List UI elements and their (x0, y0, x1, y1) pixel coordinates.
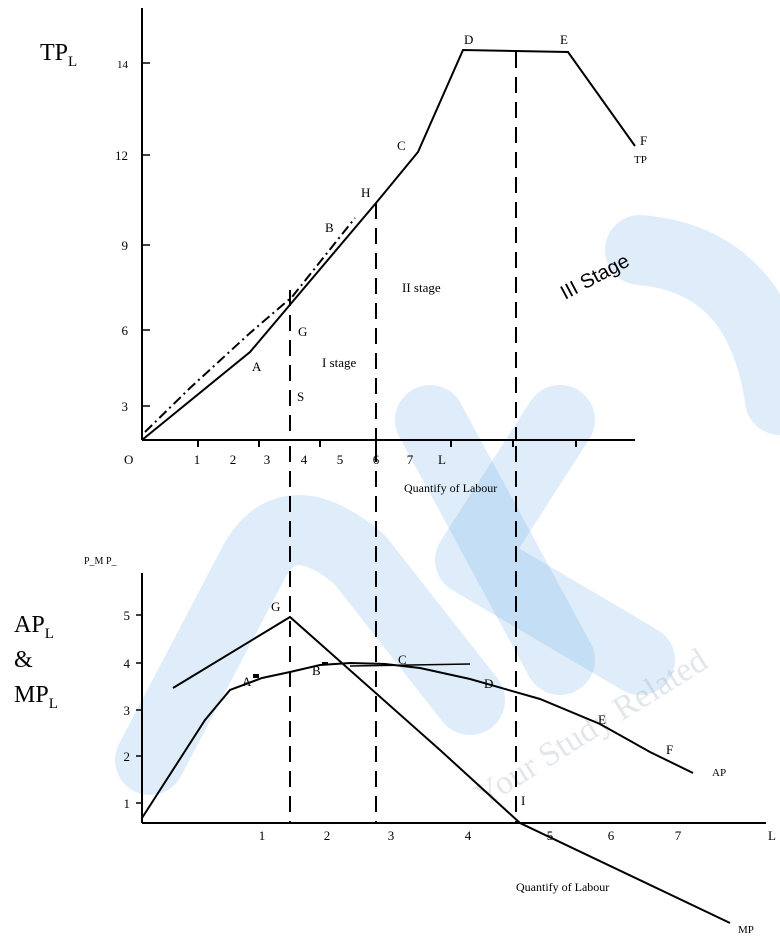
tp-label-f: F (640, 133, 647, 148)
tp-curve (141, 48, 636, 441)
apmp-chart: APL & MPL P_M P_ 1 2 3 4 5 1 2 3 4 (14, 446, 776, 936)
tp-x-tick-labels: 1 2 3 4 5 6 7 (194, 452, 414, 467)
apmp-label-e: E (598, 712, 606, 727)
apmp-y-tick-labels: 1 2 3 4 5 (124, 608, 131, 811)
tp-x-tick-5: 5 (337, 452, 344, 467)
apmp-label-a: A (242, 674, 252, 689)
apmp-x-tick-5: 5 (547, 828, 554, 843)
tp-x-tick-4: 4 (301, 452, 308, 467)
apmp-x-tick-6: 6 (608, 828, 615, 843)
apmp-x-title: Quantify of Labour (516, 880, 609, 894)
apmp-label-f: F (666, 742, 673, 757)
watermark: Your Study Related (115, 215, 780, 814)
apmp-label-d: D (484, 676, 493, 691)
apmp-x-tick-labels: 1 2 3 4 5 6 7 (259, 828, 682, 843)
tp-y-ticks (142, 62, 150, 407)
tp-x-end-label: L (438, 452, 446, 467)
apmp-x-tick-1: 1 (259, 828, 266, 843)
tp-y-tick-9: 9 (122, 238, 129, 253)
tp-label-d: D (464, 32, 473, 47)
apmp-y-tick-4: 4 (124, 656, 131, 671)
apmp-label-ap: AP (712, 767, 726, 779)
tp-x-tick-2: 2 (230, 452, 237, 467)
apmp-y-caption: P_M P_ (84, 556, 118, 567)
tp-y-tick-6: 6 (122, 323, 129, 338)
tp-tangent-ray (144, 217, 356, 433)
tp-stage-dividers (289, 52, 517, 440)
tp-y-tick-labels: 3 6 9 12 14 (115, 59, 129, 414)
apmp-label-c: C (398, 652, 407, 667)
apmp-y-tick-2: 2 (124, 749, 131, 764)
tp-x-tick-1: 1 (194, 452, 201, 467)
tp-x-title: Quantify of Labour (404, 481, 497, 495)
apmp-label-i: I (521, 793, 525, 808)
apmp-point-labels: G A B C D E F I AP MP (242, 599, 754, 936)
apmp-title-ap: APL (14, 612, 54, 642)
apmp-y-ticks (136, 614, 142, 804)
apmp-left-title: APL & MPL (14, 612, 58, 712)
tp-label-tp: TP (634, 154, 647, 166)
apmp-x-tick-4: 4 (465, 828, 472, 843)
tp-label-s: S (297, 389, 304, 404)
apmp-x-tick-2: 2 (324, 828, 331, 843)
tp-label-g: G (298, 324, 307, 339)
b-mark (322, 662, 328, 664)
apmp-title-amp: & (14, 647, 33, 673)
apmp-y-tick-1: 1 (124, 796, 131, 811)
tp-origin-label: O (124, 452, 133, 467)
tp-axis-title: TPL (40, 40, 77, 70)
tp-label-a: A (252, 359, 262, 374)
ap-curve (141, 661, 694, 819)
apmp-x-tick-3: 3 (388, 828, 395, 843)
tp-y-tick-3: 3 (122, 399, 129, 414)
apmp-y-tick-3: 3 (124, 703, 131, 718)
c-extension-line (349, 663, 471, 667)
apmp-x-end-label: L (768, 828, 776, 843)
tp-x-ticks (197, 440, 577, 447)
apmp-y-tick-5: 5 (124, 608, 131, 623)
apmp-verticals (289, 446, 517, 823)
tp-stage-2-label: II stage (402, 280, 441, 295)
apmp-label-g: G (271, 599, 280, 614)
tp-label-b: B (325, 220, 334, 235)
tp-x-tick-7: 7 (407, 452, 414, 467)
apmp-x-tick-7: 7 (675, 828, 682, 843)
tp-x-tick-3: 3 (264, 452, 271, 467)
tp-y-tick-12: 12 (115, 148, 128, 163)
tp-point-labels: A B C D E F TP G H S (252, 32, 647, 404)
apmp-label-b: B (312, 663, 321, 678)
apmp-label-mp: MP (738, 924, 754, 936)
mp-curve (172, 615, 731, 924)
tp-stage-1-label: I stage (322, 355, 357, 370)
tp-y-tick-14: 14 (117, 59, 129, 71)
tp-label-h: H (361, 185, 370, 200)
apmp-title-mp: MPL (14, 682, 58, 712)
tp-label-c: C (397, 138, 406, 153)
a-mark (253, 674, 259, 678)
tp-label-e: E (560, 32, 568, 47)
watermark-logo (115, 215, 780, 795)
